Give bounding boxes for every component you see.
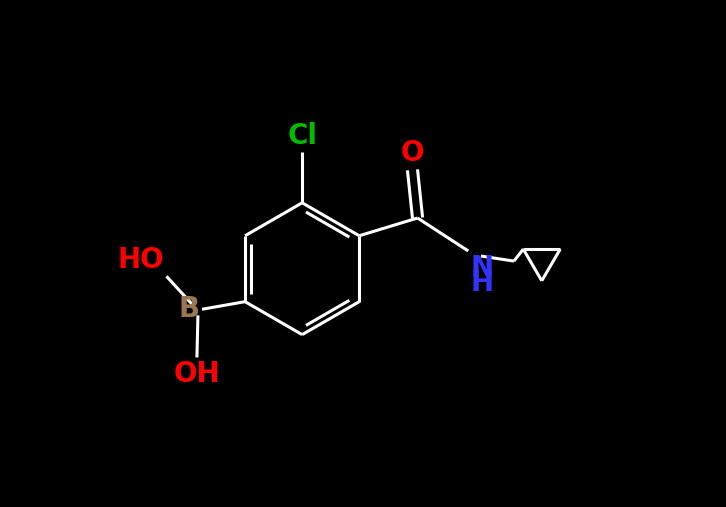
Text: N: N: [470, 254, 494, 281]
Text: O: O: [401, 139, 424, 167]
Text: OH: OH: [174, 360, 220, 388]
Text: H: H: [470, 269, 494, 297]
Text: Cl: Cl: [287, 122, 317, 150]
Text: B: B: [179, 295, 200, 323]
Text: HO: HO: [118, 246, 164, 274]
